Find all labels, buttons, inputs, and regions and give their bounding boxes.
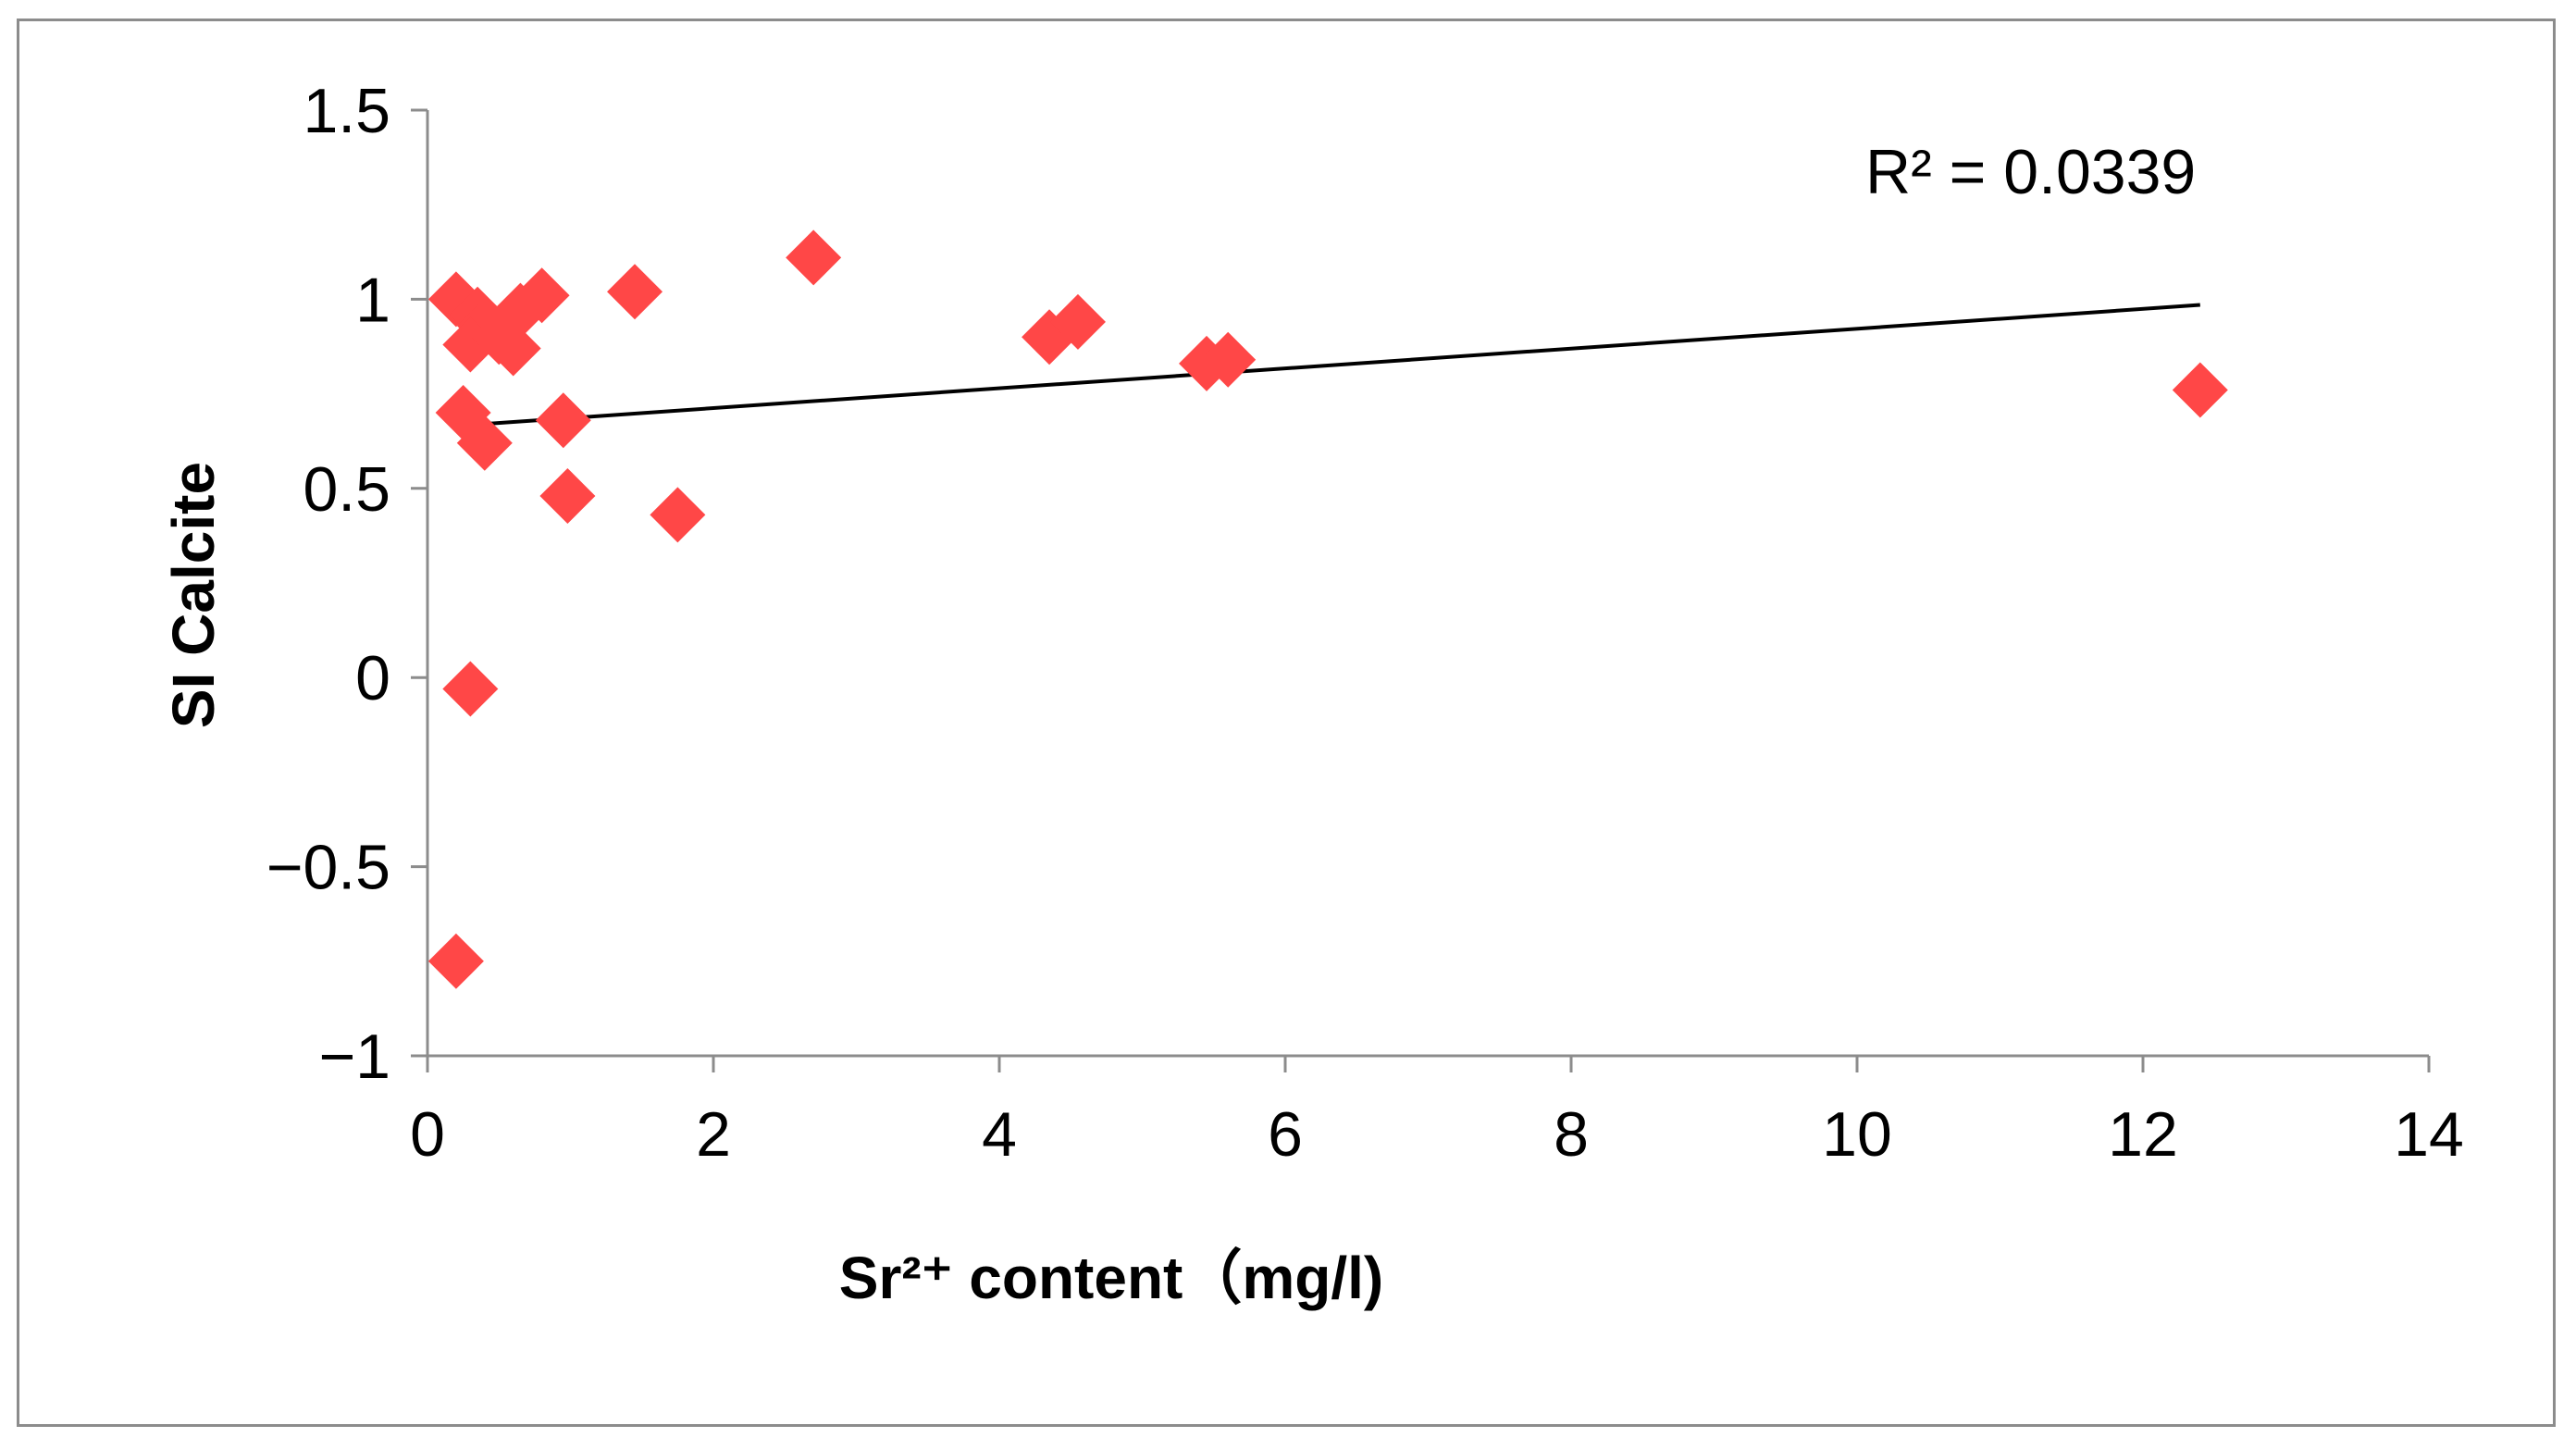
- y-tick-label: 0: [355, 643, 390, 713]
- data-point: [535, 392, 591, 449]
- data-point: [2172, 362, 2228, 418]
- y-tick-label: −0.5: [266, 833, 390, 903]
- x-tick-label: 10: [1822, 1099, 1892, 1170]
- data-point: [539, 467, 596, 524]
- data-point: [456, 415, 513, 471]
- x-tick-label: 6: [1268, 1099, 1303, 1170]
- y-tick-label: 0.5: [303, 454, 390, 525]
- data-point: [650, 487, 706, 543]
- data-point: [607, 264, 663, 320]
- trendline: [455, 303, 2200, 428]
- y-axis-title: SI Calcite: [160, 462, 227, 728]
- x-tick-label: 2: [696, 1099, 731, 1170]
- x-tick-label: 0: [410, 1099, 445, 1170]
- data-point: [1200, 331, 1257, 388]
- x-tick-label: 8: [1554, 1099, 1589, 1170]
- r-squared-annotation: R² = 0.0339: [1865, 137, 2196, 207]
- data-point: [442, 661, 499, 717]
- axes: 1.5 1 0.5 0 −0.5 −1 0 2 4 6 8 10 12 14: [266, 76, 2464, 1170]
- y-tick-label: 1: [355, 265, 390, 335]
- x-tick-label: 4: [982, 1099, 1017, 1170]
- data-point: [1049, 293, 1106, 350]
- x-tick-label: 14: [2394, 1099, 2464, 1170]
- y-tick-label: 1.5: [303, 76, 390, 146]
- x-axis-title: Sr²⁺ content（mg/l): [839, 1245, 1383, 1311]
- data-point: [427, 933, 484, 989]
- data-points: [427, 229, 2228, 989]
- chart-frame: 1.5 1 0.5 0 −0.5 −1 0 2 4 6 8 10 12 14 R² = 0.0339 Sr…: [17, 19, 2556, 1427]
- data-point: [514, 267, 570, 324]
- data-point: [485, 320, 541, 377]
- data-point: [786, 229, 842, 286]
- scatter-chart: 1.5 1 0.5 0 −0.5 −1 0 2 4 6 8 10 12 14 R² = 0.0339 Sr…: [160, 76, 2464, 1311]
- data-point: [427, 271, 484, 328]
- trendline-group: [455, 303, 2200, 428]
- y-tick-label: −1: [318, 1022, 390, 1092]
- x-tick-label: 12: [2108, 1099, 2178, 1170]
